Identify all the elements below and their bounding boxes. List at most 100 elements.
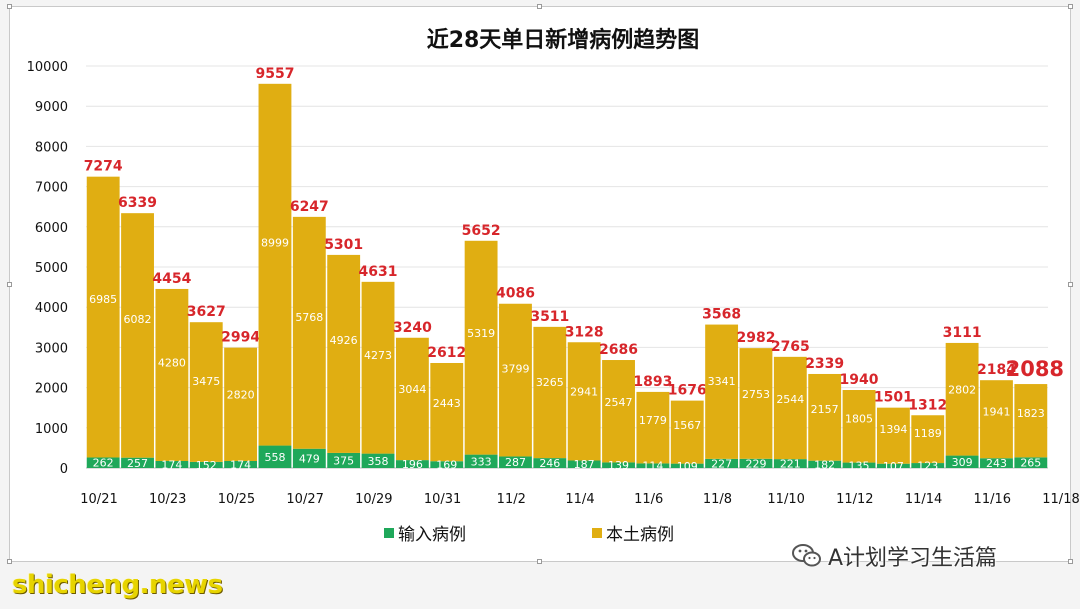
imported-value-label: 196: [402, 458, 423, 471]
total-value-label: 2088: [1006, 357, 1064, 381]
local-value-label: 2753: [742, 388, 770, 401]
resize-handle[interactable]: [1068, 559, 1073, 564]
imported-value-label: 187: [574, 458, 595, 471]
x-tick-label: 11/8: [703, 492, 732, 507]
y-tick-label: 9000: [35, 100, 68, 115]
y-tick-label: 10000: [27, 60, 68, 75]
local-value-label: 4280: [158, 356, 186, 369]
imported-value-label: 287: [505, 456, 526, 469]
bar-local: [224, 347, 258, 462]
bar-local: [361, 281, 395, 454]
imported-value-label: 139: [608, 459, 629, 472]
imported-value-label: 333: [471, 455, 492, 468]
local-value-label: 2547: [605, 396, 633, 409]
y-tick-label: 5000: [35, 261, 68, 276]
imported-value-label: 375: [333, 454, 354, 467]
local-value-label: 2157: [811, 403, 839, 416]
bar-imported: [636, 463, 670, 468]
bar-imported: [189, 461, 223, 468]
bar-imported: [121, 457, 154, 468]
imported-value-label: 114: [642, 460, 663, 473]
imported-value-label: 479: [299, 452, 320, 465]
imported-value-label: 227: [711, 457, 732, 470]
imported-value-label: 558: [264, 451, 285, 464]
total-value-label: 2982: [736, 330, 775, 346]
resize-handle[interactable]: [7, 559, 12, 564]
x-tick-label: 11/4: [565, 492, 594, 507]
resize-handle[interactable]: [537, 4, 542, 9]
legend-swatch: [592, 528, 602, 538]
imported-value-label: 221: [780, 458, 801, 471]
bar-imported: [430, 461, 464, 468]
bar-imported: [911, 463, 945, 468]
bar-imported: [808, 460, 842, 468]
total-value-label: 2686: [599, 342, 638, 358]
bar-imported: [945, 455, 979, 468]
x-tick-label: 11/16: [974, 492, 1011, 507]
imported-value-label: 243: [986, 457, 1007, 470]
total-value-label: 6339: [118, 195, 157, 211]
resize-handle[interactable]: [1068, 4, 1073, 9]
local-value-label: 3341: [708, 375, 736, 388]
bar-imported: [533, 458, 567, 468]
total-value-label: 3240: [393, 320, 432, 336]
imported-value-label: 107: [883, 460, 904, 473]
resize-handle[interactable]: [7, 4, 12, 9]
local-value-label: 1394: [879, 423, 907, 436]
bar-local: [395, 337, 429, 461]
local-value-label: 1941: [982, 405, 1010, 418]
total-value-label: 2994: [221, 330, 260, 346]
bar-local: [876, 407, 910, 464]
x-tick-label: 10/31: [424, 492, 461, 507]
x-tick-label: 11/12: [836, 492, 873, 507]
local-value-label: 1779: [639, 414, 667, 427]
local-value-label: 1805: [845, 413, 873, 426]
total-value-label: 3111: [943, 325, 982, 341]
x-tick-label: 10/21: [80, 492, 117, 507]
local-value-label: 2802: [948, 384, 976, 397]
resize-handle[interactable]: [537, 559, 542, 564]
bar-imported: [258, 445, 292, 468]
total-value-label: 2184: [977, 362, 1016, 378]
imported-value-label: 265: [1020, 457, 1041, 470]
bar-local: [121, 213, 154, 458]
total-value-label: 1676: [668, 383, 707, 399]
local-value-label: 5319: [467, 327, 495, 340]
x-tick-label: 11/10: [767, 492, 804, 507]
bar-imported: [499, 456, 532, 468]
resize-handle[interactable]: [1068, 282, 1073, 287]
bar-local: [155, 288, 189, 462]
local-value-label: 3265: [536, 376, 564, 389]
total-value-label: 5652: [462, 223, 501, 239]
local-value-label: 1189: [914, 427, 942, 440]
chart-frame: [7, 4, 1073, 564]
total-value-label: 6247: [290, 199, 329, 215]
bar-local: [86, 176, 120, 458]
imported-value-label: 174: [230, 459, 251, 472]
bar-imported: [567, 460, 601, 468]
bar-local: [189, 322, 223, 462]
x-tick-label: 10/23: [149, 492, 186, 507]
bar-local: [739, 348, 773, 459]
bar-imported: [602, 462, 635, 468]
x-axis: 10/21 10/23 10/25 10/27 10/29 10/31 11/2 11/4 11…: [80, 492, 1079, 507]
wechat-icon: [792, 543, 822, 569]
x-tick-label: 11/2: [497, 492, 526, 507]
local-value-label: 5768: [295, 311, 323, 324]
x-tick-label: 11/18: [1042, 492, 1079, 507]
grid-lines: [86, 65, 1048, 469]
x-tick-label: 11/6: [634, 492, 663, 507]
resize-handle[interactable]: [7, 282, 12, 287]
bar-imported: [739, 458, 773, 468]
legend-label: 本土病例: [606, 525, 674, 545]
y-tick-label: 0: [60, 462, 68, 477]
bar-local: [327, 254, 361, 453]
x-tick-label: 10/27: [286, 492, 323, 507]
imported-value-label: 152: [196, 459, 217, 472]
bar-imported: [670, 463, 704, 468]
local-value-label: 2820: [227, 389, 255, 402]
bar-imported: [361, 453, 395, 468]
bar-imported: [705, 458, 739, 468]
y-tick-label: 6000: [35, 221, 68, 236]
